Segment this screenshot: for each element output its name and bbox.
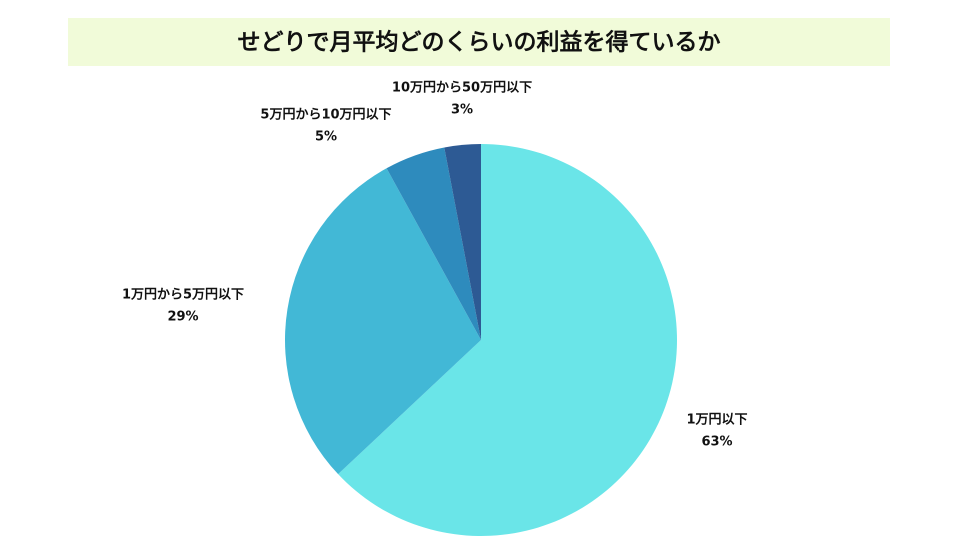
slice-label: 1万円以下 <box>686 413 747 428</box>
slice-label: 1万円から5万円以下 <box>122 288 244 303</box>
pie-slice <box>338 144 678 536</box>
pie-slice <box>285 168 481 475</box>
slice-value-label: 5% <box>315 130 337 145</box>
pie-slice <box>386 147 481 340</box>
slice-value-label: 3% <box>451 103 473 118</box>
slice-label: 10万円から50万円以下 <box>392 81 532 96</box>
slice-label: 5万円から10万円以下 <box>260 108 391 123</box>
slice-value-label: 63% <box>701 435 732 450</box>
pie-slice <box>444 144 481 340</box>
title-banner <box>68 18 890 66</box>
chart-title: せどりで月平均どのくらいの利益を得ているか <box>238 29 721 56</box>
slice-value-label: 29% <box>167 310 198 325</box>
